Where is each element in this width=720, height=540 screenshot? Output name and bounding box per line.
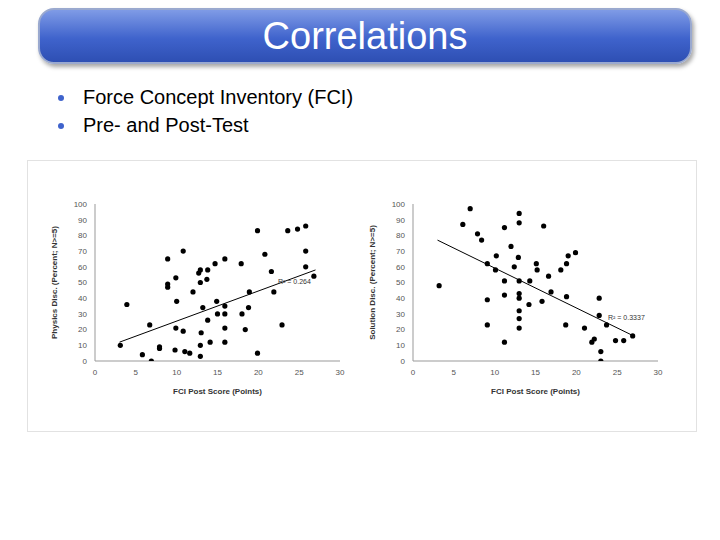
svg-text:100: 100	[74, 200, 88, 209]
html-text:Pre- and Post-Test: Pre- and Post-Test	[83, 114, 249, 136]
svg-text:10: 10	[78, 341, 87, 350]
svg-text:20: 20	[78, 325, 87, 334]
svg-text:70: 70	[396, 247, 405, 256]
svg-text:30: 30	[336, 368, 345, 377]
svg-text:90: 90	[396, 216, 405, 225]
svg-text:50: 50	[396, 278, 405, 287]
svg-text:0: 0	[93, 368, 98, 377]
svg-text:5: 5	[452, 368, 457, 377]
svg-text:30: 30	[654, 368, 663, 377]
svg-text:30: 30	[78, 310, 87, 319]
svg-text:15: 15	[531, 368, 540, 377]
svg-text:20: 20	[572, 368, 581, 377]
svg-text:25: 25	[295, 368, 304, 377]
svg-text:FCI Post Score (Points): FCI Post Score (Points)	[491, 387, 580, 396]
html-text:Correlations: Correlations	[262, 14, 468, 57]
svg-text:60: 60	[396, 263, 405, 272]
svg-text:30: 30	[396, 310, 405, 319]
svg-text:40: 40	[78, 294, 87, 303]
svg-text:25: 25	[613, 368, 622, 377]
svg-text:20: 20	[254, 368, 263, 377]
svg-text:100: 100	[392, 200, 406, 209]
svg-text:90: 90	[78, 216, 87, 225]
svg-text:40: 40	[396, 294, 405, 303]
svg-text:70: 70	[78, 247, 87, 256]
svg-text:80: 80	[78, 231, 87, 240]
html-text:Force Concept Inventory (FCI): Force Concept Inventory (FCI)	[83, 86, 354, 108]
svg-text:10: 10	[172, 368, 181, 377]
svg-text:15: 15	[213, 368, 222, 377]
svg-text:80: 80	[396, 231, 405, 240]
svg-text:Physics Disc. (Percent; N>=5): Physics Disc. (Percent; N>=5)	[50, 226, 59, 339]
html-text:R² = 0.3337: R² = 0.3337	[608, 314, 645, 321]
svg-text:50: 50	[78, 278, 87, 287]
svg-text:60: 60	[78, 263, 87, 272]
svg-text:10: 10	[396, 341, 405, 350]
html-text:R² = 0.264: R² = 0.264	[278, 278, 311, 285]
svg-text:10: 10	[490, 368, 499, 377]
svg-text:0: 0	[411, 368, 416, 377]
svg-text:5: 5	[134, 368, 139, 377]
svg-text:Solution Disc. (Percent; N>=5): Solution Disc. (Percent; N>=5)	[368, 225, 377, 340]
svg-text:0: 0	[83, 357, 88, 366]
svg-text:FCI Post Score (Points): FCI Post Score (Points)	[173, 387, 262, 396]
svg-text:0: 0	[401, 357, 406, 366]
svg-text:20: 20	[396, 325, 405, 334]
